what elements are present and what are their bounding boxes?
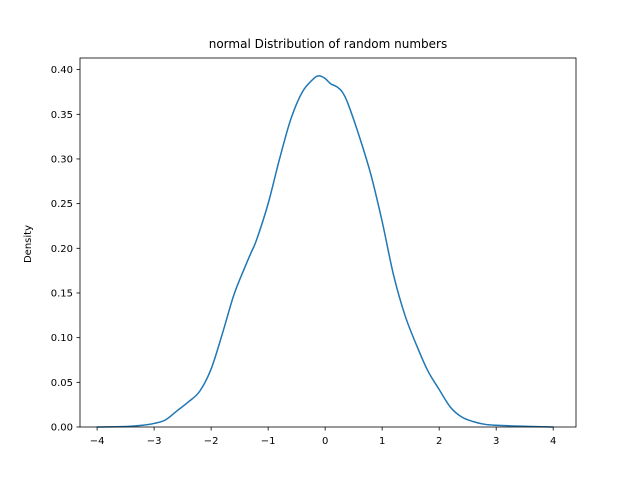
y-tick-label: 0.15 (51, 288, 73, 299)
x-tick-label: 1 (379, 436, 385, 447)
y-tick-label: 0.10 (51, 333, 73, 344)
y-tick-label: 0.00 (51, 423, 73, 434)
x-tick-label: 0 (322, 436, 328, 447)
x-axis-ticks: −4 −3 −2 −1 0 1 2 3 4 (90, 427, 556, 447)
x-tick-label: 4 (550, 436, 556, 447)
x-tick-label: −2 (204, 436, 219, 447)
y-axis-ticks: 0.00 0.05 0.10 0.15 0.20 0.25 0.30 0.35 0.40 (51, 65, 80, 434)
y-tick-label: 0.40 (51, 65, 73, 76)
y-tick-label: 0.25 (51, 199, 73, 210)
y-tick-label: 0.30 (51, 154, 73, 165)
y-tick-label: 0.05 (51, 378, 73, 389)
y-tick-label: 0.35 (51, 110, 73, 121)
y-axis-label: Density (23, 225, 34, 263)
x-tick-label: −1 (261, 436, 276, 447)
chart-title: normal Distribution of random numbers (209, 37, 448, 51)
x-tick-label: 2 (436, 436, 442, 447)
y-tick-label: 0.20 (51, 244, 73, 255)
density-curve (96, 75, 554, 428)
x-tick-label: −4 (90, 436, 105, 447)
x-tick-label: 3 (493, 436, 499, 447)
x-tick-label: −3 (147, 436, 162, 447)
plot-area-frame (79, 57, 577, 428)
